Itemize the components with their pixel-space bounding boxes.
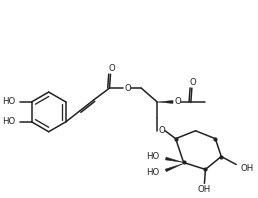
Text: OH: OH xyxy=(240,164,253,173)
Text: HO: HO xyxy=(147,168,160,177)
Text: O: O xyxy=(175,97,181,107)
Text: O: O xyxy=(159,126,165,135)
Text: O: O xyxy=(124,84,131,93)
Text: OH: OH xyxy=(198,185,211,194)
Text: HO: HO xyxy=(2,117,16,126)
Polygon shape xyxy=(157,101,173,104)
Text: HO: HO xyxy=(2,97,16,107)
Polygon shape xyxy=(165,157,184,163)
Text: O: O xyxy=(189,78,196,87)
Text: HO: HO xyxy=(147,152,160,161)
Polygon shape xyxy=(165,164,184,172)
Text: O: O xyxy=(108,64,115,73)
